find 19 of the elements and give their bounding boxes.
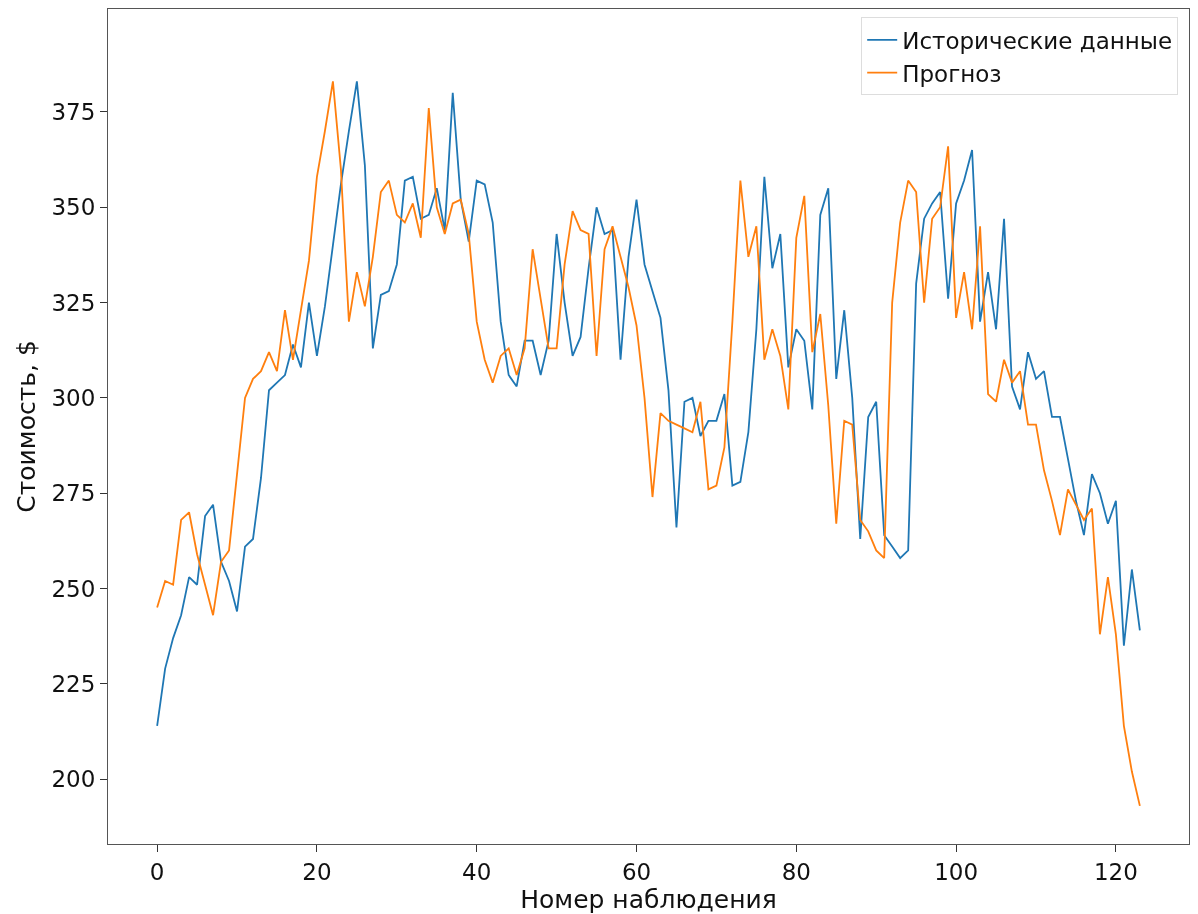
y-tick-label: 300 [51, 384, 96, 411]
legend-label: Исторические данные [902, 27, 1173, 54]
x-tick-label: 20 [302, 858, 332, 885]
y-tick-label: 375 [51, 99, 96, 125]
y-tick-label: 325 [51, 289, 96, 316]
x-tick-label: 120 [1093, 858, 1138, 885]
legend-label: Прогноз [902, 60, 1002, 87]
y-tick-label: 200 [51, 766, 96, 793]
x-tick-label: 40 [462, 858, 492, 885]
x-tick-label: 60 [621, 858, 652, 885]
x-tick-label: 0 [149, 858, 165, 885]
x-tick-label: 80 [781, 858, 811, 885]
x-axis-title: Номер наблюдения [520, 884, 777, 914]
y-tick-label: 350 [51, 194, 96, 221]
y-tick-label: 275 [51, 480, 96, 507]
y-tick-label: 250 [51, 575, 96, 602]
y-axis-title: Стоимость, $ [12, 340, 42, 513]
y-tick-label: 225 [51, 670, 96, 697]
x-tick-label: 100 [934, 858, 979, 885]
